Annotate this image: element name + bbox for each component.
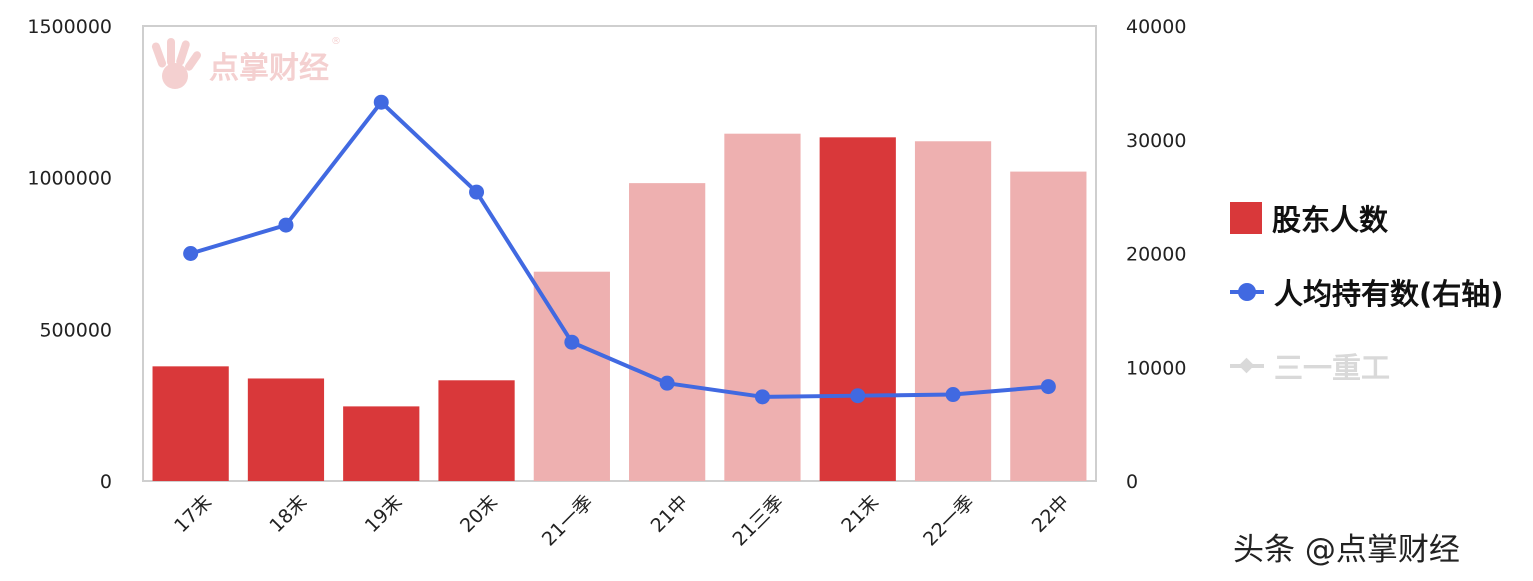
legend: 股东人数 人均持有数(右轴) 三一重工 — [1230, 196, 1530, 418]
y-right-tick-label: 10000 — [1126, 357, 1186, 379]
line-point-21三季 — [754, 389, 770, 405]
legend-item-per-capita: 人均持有数(右轴) — [1230, 270, 1530, 314]
line-point-21中 — [659, 375, 675, 391]
legend-item-shareholders: 股东人数 — [1230, 196, 1530, 240]
line-point-22一季 — [945, 387, 961, 403]
source-credit: 头条 @点掌财经 — [1233, 532, 1460, 568]
line-point-22中 — [1040, 379, 1056, 395]
line-point-20末 — [469, 184, 485, 200]
x-tick-label: 21一季 — [538, 491, 598, 551]
bar-17末 — [152, 366, 229, 481]
y-right-tick-label: 20000 — [1126, 244, 1186, 266]
legend-item-sany: 三一重工 — [1230, 344, 1530, 388]
line-point-21末 — [850, 388, 866, 404]
bar-19末 — [343, 406, 420, 481]
legend-label: 股东人数 — [1272, 203, 1389, 237]
x-tick-label: 21三季 — [728, 491, 788, 551]
legend-label: 人均持有数(右轴) — [1274, 277, 1504, 311]
x-tick-label: 21中 — [647, 491, 693, 537]
bar-21中 — [629, 183, 706, 482]
bar-18末 — [247, 378, 325, 481]
plot-frame — [142, 25, 1097, 482]
x-tick-label: 22一季 — [919, 491, 979, 551]
watermark-logo: 点掌财经 ® — [145, 36, 341, 94]
bar-21三季 — [724, 133, 801, 481]
per-capita-line — [190, 100, 1049, 399]
y-left-tick-label: 1000000 — [27, 168, 112, 190]
bar-22中 — [1010, 171, 1087, 481]
palm-logo-icon — [151, 38, 202, 89]
x-tick-label: 17末 — [170, 491, 216, 537]
legend-bar-swatch — [1230, 202, 1262, 234]
x-tick-label: 22中 — [1028, 491, 1074, 537]
line-point-18末 — [278, 217, 294, 233]
y-left-tick-label: 0 — [100, 471, 112, 493]
legend-label: 三一重工 — [1274, 351, 1391, 385]
y-right-tick-label: 30000 — [1126, 130, 1186, 152]
bar-20末 — [438, 380, 515, 481]
x-tick-label: 21末 — [837, 491, 883, 537]
bar-22一季 — [914, 141, 992, 481]
y-left-tick-label: 1500000 — [27, 16, 112, 38]
line-point-21一季 — [564, 334, 580, 350]
legend-line-swatch — [1230, 354, 1264, 378]
x-tick-label: 20末 — [456, 491, 502, 537]
line-point-19末 — [373, 94, 389, 110]
x-tick-label: 18末 — [265, 491, 311, 537]
y-left-tick-label: 500000 — [39, 319, 112, 341]
bar-21一季 — [533, 271, 610, 481]
x-tick-label: 19末 — [361, 491, 407, 537]
y-right-tick-label: 40000 — [1126, 16, 1186, 38]
watermark-registered-mark: ® — [331, 36, 341, 47]
line-point-17末 — [183, 246, 199, 261]
watermark-text: 点掌财经 — [209, 51, 329, 86]
bar-21末 — [819, 137, 896, 481]
legend-line-swatch — [1230, 280, 1264, 304]
y-right-tick-label: 0 — [1126, 471, 1138, 493]
